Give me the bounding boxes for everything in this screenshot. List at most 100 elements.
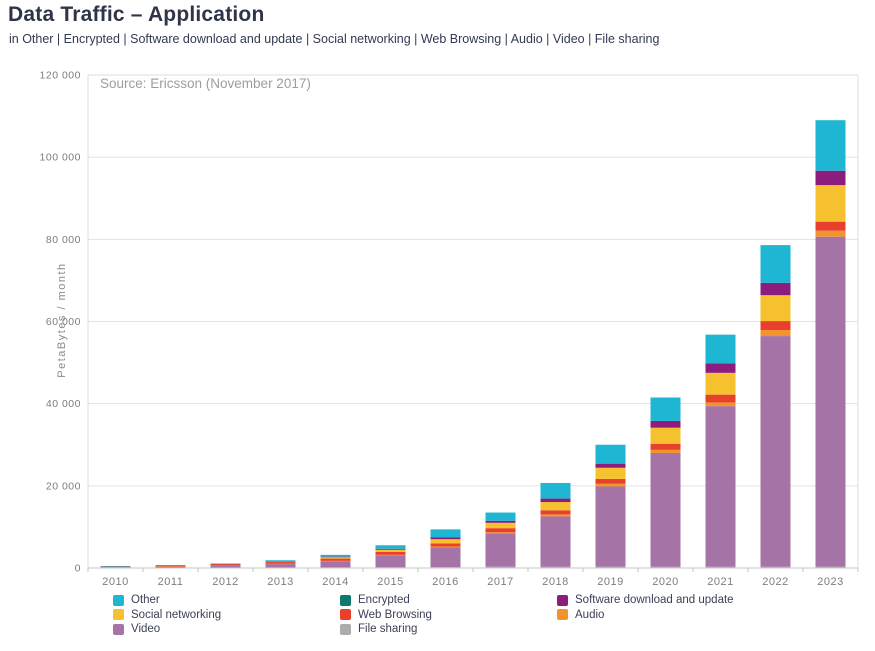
bar-segment-web-browsing-2012[interactable] bbox=[210, 564, 241, 566]
bar-segment-web-browsing-2014[interactable] bbox=[320, 558, 351, 561]
bar-segment-other-2017[interactable] bbox=[485, 512, 516, 521]
bar-segment-video-2013[interactable] bbox=[265, 563, 296, 568]
bar-segment-audio-2012[interactable] bbox=[210, 565, 241, 566]
legend-item-web-browsing[interactable]: Web Browsing bbox=[340, 608, 432, 623]
bar-segment-video-2019[interactable] bbox=[595, 486, 626, 567]
bar-segment-audio-2016[interactable] bbox=[430, 546, 461, 548]
x-tick-label: 2011 bbox=[158, 576, 184, 588]
bar-segment-web-browsing-2017[interactable] bbox=[485, 528, 516, 533]
bar-segment-social-networking-2022[interactable] bbox=[760, 295, 791, 322]
bar-segment-web-browsing-2020[interactable] bbox=[650, 443, 681, 450]
bar-segment-other-2016[interactable] bbox=[430, 529, 461, 538]
bar-segment-web-browsing-2019[interactable] bbox=[595, 478, 626, 484]
bar-segment-software-download-and-update-2016[interactable] bbox=[430, 537, 461, 540]
bar-segment-other-2023[interactable] bbox=[815, 120, 846, 171]
bar-segment-software-download-and-update-2018[interactable] bbox=[540, 498, 571, 503]
bar-segment-web-browsing-2022[interactable] bbox=[760, 321, 791, 331]
legend-swatch-encrypted bbox=[340, 594, 351, 606]
legend-item-encrypted[interactable]: Encrypted bbox=[340, 593, 432, 608]
bar-segment-other-2012[interactable] bbox=[210, 563, 241, 564]
y-tick-label: 60 000 bbox=[46, 316, 81, 328]
bar-segment-software-download-and-update-2014[interactable] bbox=[320, 556, 351, 558]
bar-segment-audio-2011[interactable] bbox=[155, 566, 186, 567]
bar-segment-video-2012[interactable] bbox=[210, 565, 241, 568]
bar-segment-other-2010[interactable] bbox=[100, 566, 131, 567]
bar-segment-video-2016[interactable] bbox=[430, 547, 461, 568]
bar-segment-other-2015[interactable] bbox=[375, 545, 406, 549]
bar-segment-other-2019[interactable] bbox=[595, 444, 626, 464]
bar-segment-file-sharing-2019[interactable] bbox=[595, 566, 626, 568]
bar-segment-audio-2015[interactable] bbox=[375, 554, 406, 556]
bar-segment-web-browsing-2018[interactable] bbox=[540, 510, 571, 515]
bar-segment-social-networking-2023[interactable] bbox=[815, 185, 846, 222]
bar-segment-other-2021[interactable] bbox=[705, 334, 736, 364]
bar-segment-audio-2010[interactable] bbox=[100, 566, 131, 568]
bar-segment-social-networking-2018[interactable] bbox=[540, 502, 571, 511]
legend-label-audio: Audio bbox=[575, 608, 605, 621]
bar-segment-file-sharing-2022[interactable] bbox=[760, 566, 791, 568]
bar-segment-audio-2023[interactable] bbox=[815, 230, 846, 237]
legend-column: Software download and update Audio bbox=[557, 593, 734, 622]
bar-segment-video-2022[interactable] bbox=[760, 336, 791, 567]
legend-item-audio[interactable]: Audio bbox=[557, 608, 734, 623]
bar-segment-social-networking-2021[interactable] bbox=[705, 372, 736, 395]
bar-segment-audio-2022[interactable] bbox=[760, 330, 791, 337]
bar-segment-web-browsing-2021[interactable] bbox=[705, 394, 736, 403]
legend-item-other[interactable]: Other bbox=[113, 593, 221, 608]
bar-segment-video-2015[interactable] bbox=[375, 555, 406, 568]
bar-segment-software-download-and-update-2017[interactable] bbox=[485, 520, 516, 523]
bar-segment-file-sharing-2023[interactable] bbox=[815, 566, 846, 568]
bar-segment-social-networking-2016[interactable] bbox=[430, 539, 461, 544]
bar-segment-file-sharing-2018[interactable] bbox=[540, 566, 571, 568]
bar-segment-audio-2019[interactable] bbox=[595, 483, 626, 487]
bar-segment-software-download-and-update-2023[interactable] bbox=[815, 170, 846, 186]
bar-segment-social-networking-2015[interactable] bbox=[375, 549, 406, 552]
bar-segment-video-2018[interactable] bbox=[540, 516, 571, 567]
bar-segment-video-2023[interactable] bbox=[815, 236, 846, 567]
bar-segment-audio-2014[interactable] bbox=[320, 560, 351, 562]
bar-segment-file-sharing-2021[interactable] bbox=[705, 566, 736, 568]
bar-segment-other-2014[interactable] bbox=[320, 554, 351, 557]
bar-segment-audio-2018[interactable] bbox=[540, 514, 571, 517]
x-tick-label: 2010 bbox=[102, 576, 128, 588]
bar-segment-social-networking-2019[interactable] bbox=[595, 467, 626, 479]
bar-segment-social-networking-2017[interactable] bbox=[485, 522, 516, 529]
bar-segment-web-browsing-2015[interactable] bbox=[375, 551, 406, 555]
x-tick-label: 2016 bbox=[432, 576, 458, 588]
bar-segment-video-2017[interactable] bbox=[485, 533, 516, 567]
bar-segment-other-2022[interactable] bbox=[760, 245, 791, 283]
bar-segment-other-2020[interactable] bbox=[650, 397, 681, 421]
bar-segment-social-networking-2013[interactable] bbox=[265, 561, 296, 563]
bar-segment-web-browsing-2013[interactable] bbox=[265, 562, 296, 564]
legend-item-social-networking[interactable]: Social networking bbox=[113, 608, 221, 623]
bar-segment-other-2018[interactable] bbox=[540, 482, 571, 499]
bar-segment-software-download-and-update-2013[interactable] bbox=[265, 560, 296, 562]
bar-segment-social-networking-2020[interactable] bbox=[650, 427, 681, 444]
bar-segment-audio-2013[interactable] bbox=[265, 563, 296, 565]
bar-segment-software-download-and-update-2021[interactable] bbox=[705, 363, 736, 373]
bar-segment-video-2021[interactable] bbox=[705, 406, 736, 567]
legend-item-software-download-and-update[interactable]: Software download and update bbox=[557, 593, 734, 608]
bar-segment-audio-2021[interactable] bbox=[705, 402, 736, 407]
bar-segment-software-download-and-update-2012[interactable] bbox=[210, 563, 241, 565]
bar-segment-video-2011[interactable] bbox=[155, 566, 186, 568]
bar-segment-file-sharing-2017[interactable] bbox=[485, 566, 516, 568]
bar-segment-software-download-and-update-2020[interactable] bbox=[650, 420, 681, 428]
bar-segment-other-2011[interactable] bbox=[155, 565, 186, 566]
bar-segment-web-browsing-2016[interactable] bbox=[430, 543, 461, 547]
bar-segment-social-networking-2014[interactable] bbox=[320, 557, 351, 559]
page-title: Data Traffic – Application bbox=[8, 3, 265, 26]
bar-segment-video-2020[interactable] bbox=[650, 452, 681, 567]
bar-segment-file-sharing-2020[interactable] bbox=[650, 566, 681, 568]
bar-segment-software-download-and-update-2015[interactable] bbox=[375, 548, 406, 550]
bar-segment-software-download-and-update-2022[interactable] bbox=[760, 282, 791, 296]
bar-segment-audio-2017[interactable] bbox=[485, 532, 516, 534]
bar-segment-other-2013[interactable] bbox=[265, 560, 296, 561]
legend-item-file-sharing[interactable]: File sharing bbox=[340, 622, 432, 637]
bar-segment-video-2014[interactable] bbox=[320, 561, 351, 568]
bar-segment-web-browsing-2023[interactable] bbox=[815, 221, 846, 231]
legend-item-video[interactable]: Video bbox=[113, 622, 221, 637]
bar-segment-software-download-and-update-2019[interactable] bbox=[595, 463, 626, 468]
bar-segment-audio-2020[interactable] bbox=[650, 449, 681, 453]
bar-segment-web-browsing-2011[interactable] bbox=[155, 565, 186, 567]
